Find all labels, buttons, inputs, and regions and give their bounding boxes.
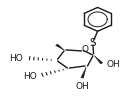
Text: OH: OH <box>76 82 90 91</box>
Text: HO: HO <box>9 54 23 63</box>
Polygon shape <box>56 44 65 50</box>
Text: HO: HO <box>23 72 37 81</box>
Text: OH: OH <box>106 60 120 69</box>
Polygon shape <box>81 67 86 78</box>
Text: O: O <box>81 45 88 54</box>
Polygon shape <box>94 56 103 64</box>
Text: S: S <box>90 38 96 48</box>
